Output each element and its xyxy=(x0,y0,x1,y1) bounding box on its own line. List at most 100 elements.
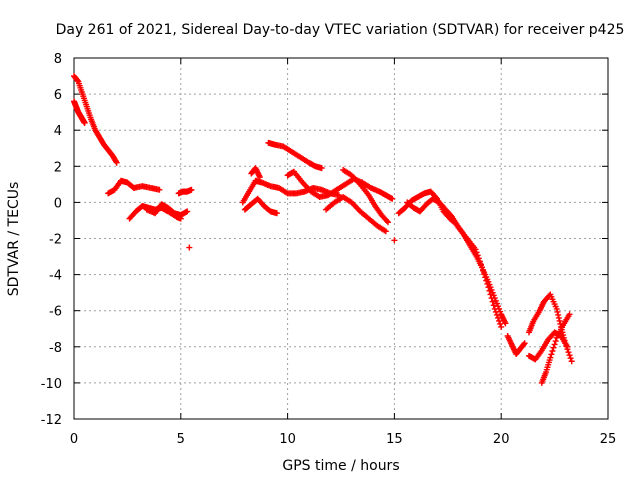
data-point-dense xyxy=(484,280,491,287)
y-tick-label: -10 xyxy=(41,377,62,392)
data-point-dense xyxy=(548,351,555,358)
series-arc-early-5 xyxy=(143,201,191,219)
series-arc-late-2 xyxy=(404,195,505,330)
data-point xyxy=(382,228,389,235)
series-arc-mid-3 xyxy=(248,165,263,181)
y-tick-label: 6 xyxy=(54,88,62,103)
data-point-dense xyxy=(555,314,562,321)
data-point xyxy=(491,305,498,312)
y-tick-label: -12 xyxy=(41,413,62,428)
data-point xyxy=(184,208,191,215)
data-point xyxy=(384,219,391,226)
x-tick-labels: 0 5 10 15 20 25 xyxy=(70,432,616,447)
data-point xyxy=(273,210,280,217)
x-axis-label: GPS time / hours xyxy=(282,458,399,474)
data-point-dense xyxy=(565,349,572,356)
y-tick-label: -2 xyxy=(49,233,62,248)
y-tick-label: -8 xyxy=(49,341,62,356)
x-tick-label: 5 xyxy=(177,432,185,447)
grid-lines xyxy=(74,58,608,419)
data-point xyxy=(566,311,573,318)
data-point xyxy=(485,284,492,291)
data-point-dense xyxy=(473,249,480,256)
y-tick-label: -6 xyxy=(49,305,62,320)
data-point-dense xyxy=(383,218,390,225)
data-point-dense xyxy=(551,341,558,348)
series-arc-early-3 xyxy=(105,177,163,197)
series-arc-early-4 xyxy=(126,203,184,222)
series-arc-early-6 xyxy=(175,186,195,197)
data-point xyxy=(478,264,485,271)
data-point-dense xyxy=(497,320,504,327)
series-arc-late-6 xyxy=(525,329,571,363)
data-point xyxy=(156,186,163,193)
data-point-dense xyxy=(550,344,557,351)
data-point-dense xyxy=(448,212,455,219)
x-tick-label: 25 xyxy=(600,432,617,447)
data-point-dense xyxy=(490,302,497,309)
data-point-dense xyxy=(488,295,495,302)
data-point-dense xyxy=(496,317,503,324)
data-point xyxy=(553,305,560,312)
data-point-dense xyxy=(481,270,488,277)
data-point xyxy=(81,119,88,126)
data-point-dense xyxy=(476,258,483,265)
data-point xyxy=(521,340,528,347)
data-point xyxy=(391,237,398,244)
series-arc-early-1 xyxy=(71,73,120,166)
data-point-dense xyxy=(74,77,81,84)
series-outlier-mid xyxy=(391,237,398,244)
y-axis-label: SDTVAR / TECUs xyxy=(6,182,22,297)
data-point xyxy=(498,323,505,330)
data-point xyxy=(472,246,479,253)
data-point-dense xyxy=(549,348,556,355)
data-point xyxy=(113,159,120,166)
data-point-dense xyxy=(474,252,481,259)
data-point-dense xyxy=(113,158,120,165)
series-arc-mid-5 xyxy=(284,168,396,202)
data-point-dense xyxy=(482,274,489,281)
data-point xyxy=(568,358,575,365)
axis-ticks xyxy=(73,57,609,420)
series-arc-early-2 xyxy=(71,98,88,126)
x-tick-label: 10 xyxy=(279,432,296,447)
data-point-dense xyxy=(555,311,562,318)
y-tick-labels: -12 -10 -8 -6 -4 -2 0 2 4 6 8 xyxy=(41,52,62,428)
data-point xyxy=(547,354,554,361)
data-point-dense xyxy=(492,297,499,304)
data-point-dense xyxy=(475,255,482,262)
data-point-dense xyxy=(494,303,501,310)
data-point-dense xyxy=(487,291,494,298)
x-tick-label: 15 xyxy=(386,432,403,447)
data-point-dense xyxy=(520,341,527,348)
data-point xyxy=(318,165,325,172)
data-point-dense xyxy=(552,338,559,345)
data-point-dense xyxy=(489,298,496,305)
series-arc-mid-6 xyxy=(323,193,389,235)
series-arc-late-4 xyxy=(525,291,575,365)
x-tick-label: 20 xyxy=(493,432,510,447)
data-point-dense xyxy=(483,277,490,284)
y-tick-label: 2 xyxy=(54,160,62,175)
x-tick-label: 0 xyxy=(70,432,78,447)
data-point-dense xyxy=(486,287,493,294)
series-arc-mid-4 xyxy=(265,139,325,172)
data-point-dense xyxy=(556,317,563,324)
data-point xyxy=(564,343,571,350)
data-point-dense xyxy=(494,314,501,321)
data-point-dense xyxy=(566,352,573,359)
data-markers xyxy=(71,73,575,386)
data-point-dense xyxy=(567,355,574,362)
series-arc-late-3 xyxy=(504,332,528,358)
data-point-dense xyxy=(477,261,484,268)
y-tick-label: 8 xyxy=(54,52,62,67)
y-tick-label: 0 xyxy=(54,196,62,211)
y-tick-label: 4 xyxy=(54,124,62,139)
data-point xyxy=(256,174,263,181)
data-point xyxy=(389,195,396,202)
data-point xyxy=(186,244,193,251)
series-arc-mid-2 xyxy=(241,195,280,217)
data-point xyxy=(188,186,195,193)
data-point-dense xyxy=(493,300,500,307)
